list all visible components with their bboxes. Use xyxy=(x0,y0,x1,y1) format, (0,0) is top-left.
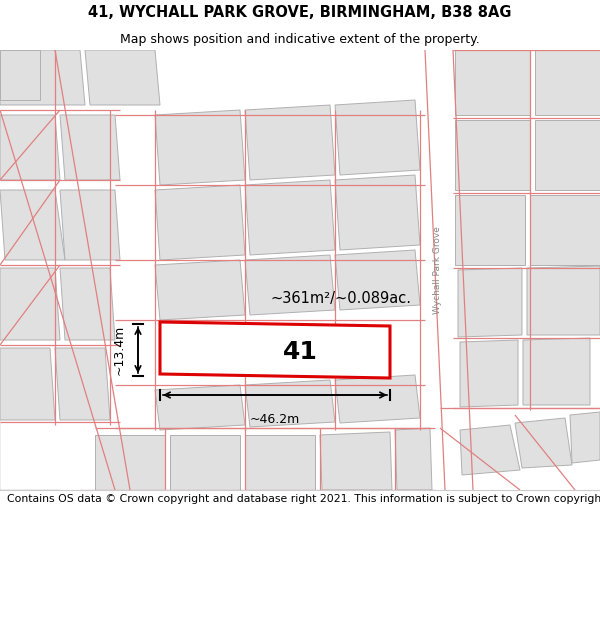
Text: ~361m²/~0.089ac.: ~361m²/~0.089ac. xyxy=(270,291,411,306)
Polygon shape xyxy=(85,50,160,105)
Polygon shape xyxy=(535,50,600,115)
Polygon shape xyxy=(460,425,520,475)
Polygon shape xyxy=(335,375,420,423)
Text: 41: 41 xyxy=(283,340,317,364)
Polygon shape xyxy=(527,266,600,335)
Polygon shape xyxy=(60,268,115,340)
Text: ~13.4m: ~13.4m xyxy=(113,325,126,375)
Polygon shape xyxy=(245,180,335,255)
Polygon shape xyxy=(55,348,110,420)
Polygon shape xyxy=(160,322,390,378)
Polygon shape xyxy=(440,410,600,490)
Polygon shape xyxy=(335,100,420,175)
Polygon shape xyxy=(455,120,530,190)
Polygon shape xyxy=(155,385,245,430)
Polygon shape xyxy=(170,435,240,490)
Polygon shape xyxy=(0,268,60,340)
Polygon shape xyxy=(535,120,600,190)
Polygon shape xyxy=(155,185,245,260)
Polygon shape xyxy=(530,195,600,265)
Text: Map shows position and indicative extent of the property.: Map shows position and indicative extent… xyxy=(120,32,480,46)
Text: 41, WYCHALL PARK GROVE, BIRMINGHAM, B38 8AG: 41, WYCHALL PARK GROVE, BIRMINGHAM, B38 … xyxy=(88,5,512,20)
Polygon shape xyxy=(458,268,522,337)
Polygon shape xyxy=(155,110,245,185)
Polygon shape xyxy=(420,50,470,490)
Polygon shape xyxy=(245,105,335,180)
Polygon shape xyxy=(245,435,315,490)
Polygon shape xyxy=(95,435,165,490)
Polygon shape xyxy=(335,175,420,250)
Polygon shape xyxy=(80,425,445,490)
Text: Wychall Park Grove: Wychall Park Grove xyxy=(433,226,442,314)
Polygon shape xyxy=(515,418,572,468)
Polygon shape xyxy=(245,255,335,315)
Polygon shape xyxy=(455,195,525,265)
Polygon shape xyxy=(60,115,120,180)
Polygon shape xyxy=(245,380,335,427)
Polygon shape xyxy=(320,432,392,490)
Polygon shape xyxy=(60,190,120,260)
Polygon shape xyxy=(0,348,55,420)
Polygon shape xyxy=(0,50,85,105)
Polygon shape xyxy=(155,260,245,320)
Polygon shape xyxy=(0,105,115,490)
Polygon shape xyxy=(523,338,590,405)
Polygon shape xyxy=(0,110,110,490)
Polygon shape xyxy=(335,250,420,310)
Polygon shape xyxy=(0,115,60,180)
Polygon shape xyxy=(570,412,600,463)
Text: ~46.2m: ~46.2m xyxy=(250,413,300,426)
Text: Contains OS data © Crown copyright and database right 2021. This information is : Contains OS data © Crown copyright and d… xyxy=(7,494,600,504)
Polygon shape xyxy=(0,50,40,100)
Polygon shape xyxy=(0,50,600,490)
Polygon shape xyxy=(455,50,530,115)
Polygon shape xyxy=(460,340,518,407)
Polygon shape xyxy=(0,190,65,260)
Polygon shape xyxy=(395,428,432,490)
